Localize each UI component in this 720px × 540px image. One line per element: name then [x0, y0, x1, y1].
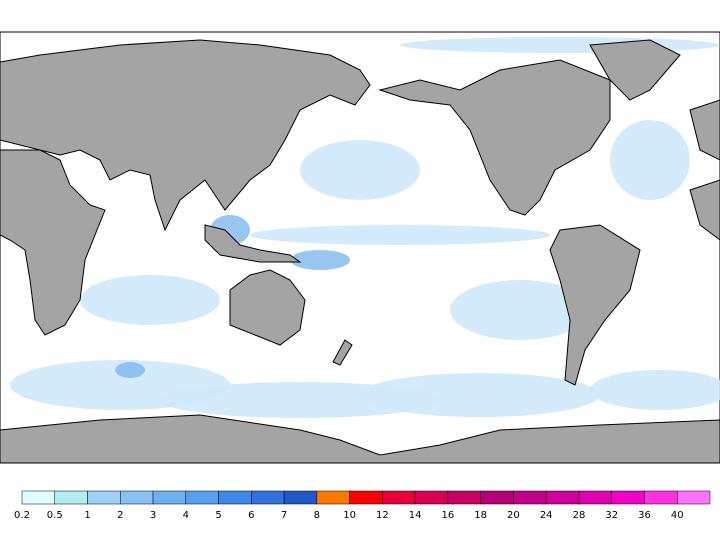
legend-label: 0.5	[47, 510, 63, 521]
africa-west	[689, 179, 720, 241]
europe-west	[689, 99, 720, 161]
new-zealand	[332, 339, 353, 366]
legend-label: 4	[183, 510, 189, 521]
legend-swatch	[676, 490, 711, 505]
legend-swatch	[611, 490, 645, 505]
legend-swatch	[513, 490, 547, 505]
legend-swatch	[316, 490, 350, 505]
south-america	[549, 224, 641, 386]
legend-label: 6	[248, 510, 254, 521]
legend-label: 24	[540, 510, 553, 521]
north-america	[378, 59, 611, 216]
legend-label: 10	[343, 510, 356, 521]
antarctica	[0, 414, 720, 464]
legend-swatch	[87, 490, 121, 505]
legend-swatch	[251, 490, 285, 505]
legend-label: 18	[474, 510, 487, 521]
legend-label: 1	[84, 510, 90, 521]
legend-label: 16	[442, 510, 455, 521]
legend-label: 12	[376, 510, 389, 521]
legend-swatch	[480, 490, 514, 505]
legend-label: 5	[215, 510, 221, 521]
legend-label: 2	[117, 510, 123, 521]
indonesia	[204, 224, 302, 263]
legend: 0.2 0.5 1 2 3 4 5 6 7 8 10 12 14 16 18 20 24 28 32 36 40	[14, 490, 711, 521]
australia	[229, 269, 306, 346]
legend-swatch	[644, 490, 678, 505]
legend-label: 3	[150, 510, 156, 521]
legend-swatch	[152, 490, 187, 505]
legend-swatch	[578, 490, 612, 505]
greenland	[589, 39, 681, 101]
legend-label: 32	[605, 510, 618, 521]
legend-swatch	[218, 490, 252, 505]
legend-swatch	[21, 490, 56, 505]
legend-label: 8	[314, 510, 320, 521]
legend-swatch	[382, 490, 416, 505]
legend-label: 36	[638, 510, 651, 521]
precipitation-field	[10, 37, 720, 418]
legend-swatch	[447, 490, 481, 505]
africa	[0, 149, 106, 336]
legend-swatch	[120, 490, 154, 505]
eurasia	[0, 39, 371, 232]
map	[0, 31, 720, 464]
land	[0, 39, 720, 464]
legend-swatch	[54, 490, 88, 505]
legend-label: 40	[671, 510, 684, 521]
legend-swatch	[545, 490, 580, 505]
legend-label: 20	[507, 510, 520, 521]
legend-label: 0.2	[14, 510, 30, 521]
legend-swatch	[283, 490, 318, 505]
legend-swatch	[185, 490, 219, 505]
legend-label: 14	[409, 510, 422, 521]
legend-swatch	[349, 490, 383, 505]
legend-swatch	[414, 490, 449, 505]
legend-label: 7	[281, 510, 287, 521]
legend-label: 28	[573, 510, 586, 521]
